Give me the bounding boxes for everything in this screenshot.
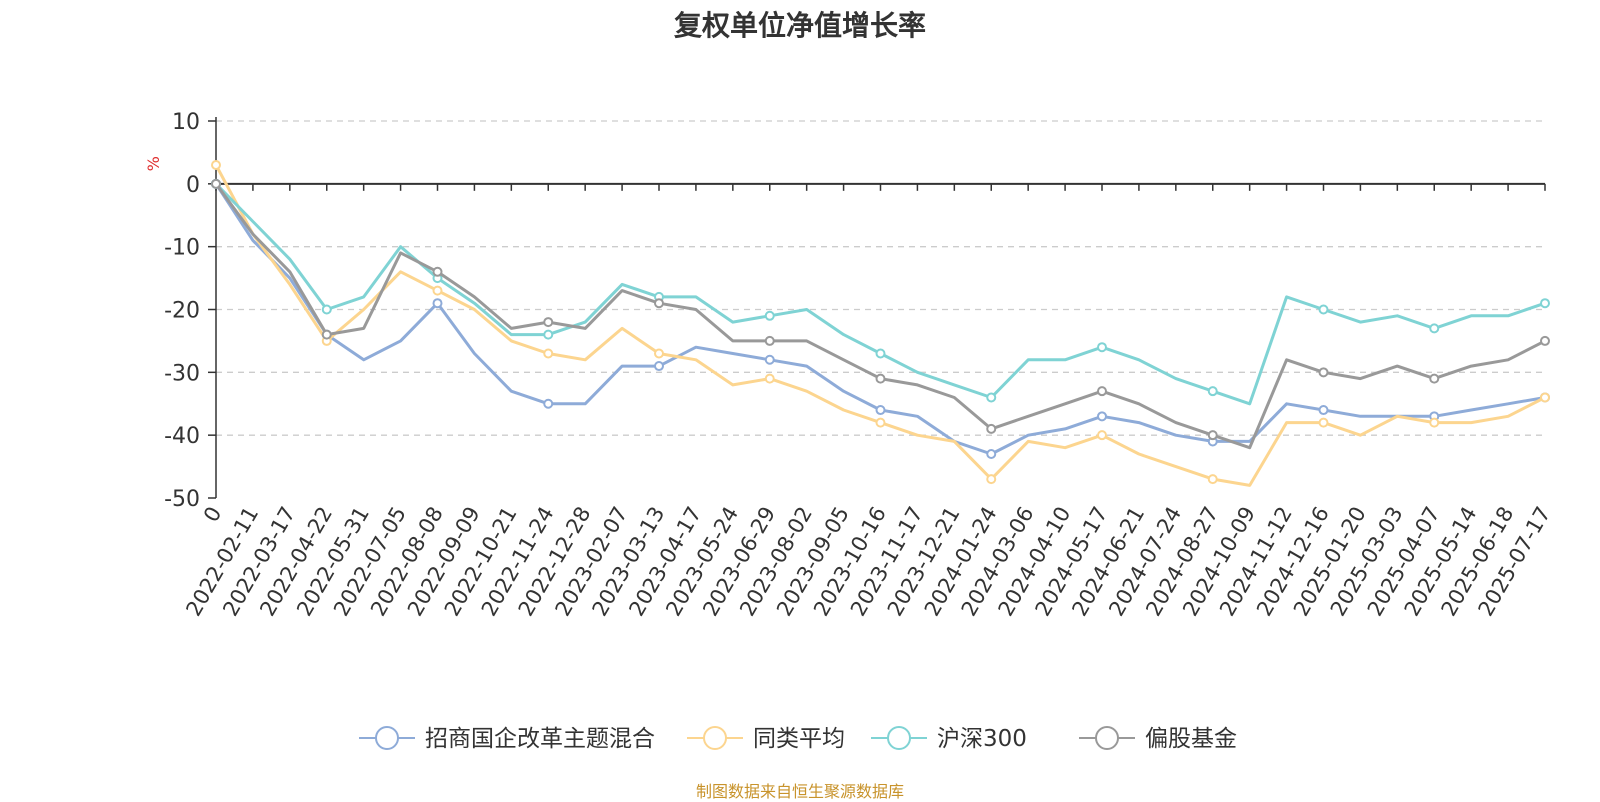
data-point[interactable] [986, 392, 997, 403]
data-point[interactable] [1318, 304, 1329, 315]
data-point[interactable] [543, 329, 554, 340]
data-point[interactable] [1540, 335, 1550, 346]
chart-title: 复权单位净值增长率 [673, 9, 926, 42]
data-point[interactable] [764, 373, 775, 384]
data-point[interactable] [1318, 367, 1329, 378]
data-point[interactable] [1540, 392, 1550, 403]
data-point[interactable] [432, 285, 443, 296]
data-point[interactable] [1097, 430, 1107, 441]
data-point[interactable] [211, 178, 221, 189]
data-point[interactable] [1097, 411, 1107, 422]
data-point[interactable] [1097, 386, 1107, 397]
y-tick-label: -40 [164, 424, 200, 449]
legend-label: 沪深300 [937, 726, 1027, 752]
data-point[interactable] [764, 310, 775, 321]
data-point[interactable] [875, 373, 886, 384]
data-point[interactable] [1540, 298, 1550, 309]
data-point[interactable] [321, 329, 332, 340]
data-point[interactable] [1429, 417, 1440, 428]
data-point[interactable] [543, 317, 554, 328]
data-point[interactable] [986, 423, 997, 434]
data-point[interactable] [986, 449, 997, 460]
legend-swatch-circle [703, 726, 727, 750]
y-tick-label: -20 [164, 299, 200, 324]
data-point[interactable] [432, 266, 443, 277]
data-point[interactable] [1207, 474, 1218, 485]
data-point[interactable] [543, 398, 554, 409]
legend-swatch-circle [375, 726, 399, 750]
legend-item-3[interactable]: 偏股基金 [1079, 726, 1237, 752]
data-point[interactable] [1429, 323, 1440, 334]
data-point[interactable] [875, 348, 886, 359]
y-tick-label: 10 [172, 110, 200, 135]
y-tick-label: -30 [164, 361, 200, 386]
data-point[interactable] [1318, 417, 1329, 428]
data-point[interactable] [211, 159, 221, 170]
data-point[interactable] [1207, 386, 1218, 397]
legend-label: 招商国企改革主题混合 [425, 726, 655, 752]
y-tick-label: -10 [164, 236, 200, 261]
data-point[interactable] [875, 405, 886, 416]
legend-item-0[interactable]: 招商国企改革主题混合 [359, 726, 655, 752]
y-tick-label: -50 [164, 487, 200, 512]
data-point[interactable] [764, 354, 775, 365]
data-point[interactable] [986, 474, 997, 485]
series-line-2 [214, 182, 1547, 406]
source-note: 制图数据来自恒生聚源数据库 [695, 782, 904, 801]
data-point[interactable] [1318, 405, 1329, 416]
data-point[interactable] [764, 335, 775, 346]
legend-swatch-circle [1095, 726, 1119, 750]
y-axis-label: % [144, 156, 163, 171]
legend-label: 同类平均 [753, 726, 845, 752]
data-point[interactable] [321, 304, 332, 315]
data-point[interactable] [654, 298, 664, 309]
data-point[interactable] [875, 417, 886, 428]
data-point[interactable] [654, 348, 664, 359]
data-point[interactable] [432, 298, 443, 309]
y-tick-label: 0 [186, 173, 200, 198]
data-point[interactable] [1207, 430, 1218, 441]
x-tick-label: 0 [199, 503, 226, 527]
legend-label: 偏股基金 [1145, 726, 1237, 752]
data-point[interactable] [654, 361, 664, 372]
data-point[interactable] [543, 348, 554, 359]
legend-swatch-circle [887, 726, 911, 750]
legend-item-1[interactable]: 同类平均 [687, 726, 845, 752]
legend-item-2[interactable]: 沪深300 [871, 726, 1027, 752]
data-point[interactable] [1429, 373, 1440, 384]
data-point[interactable] [1097, 342, 1107, 353]
